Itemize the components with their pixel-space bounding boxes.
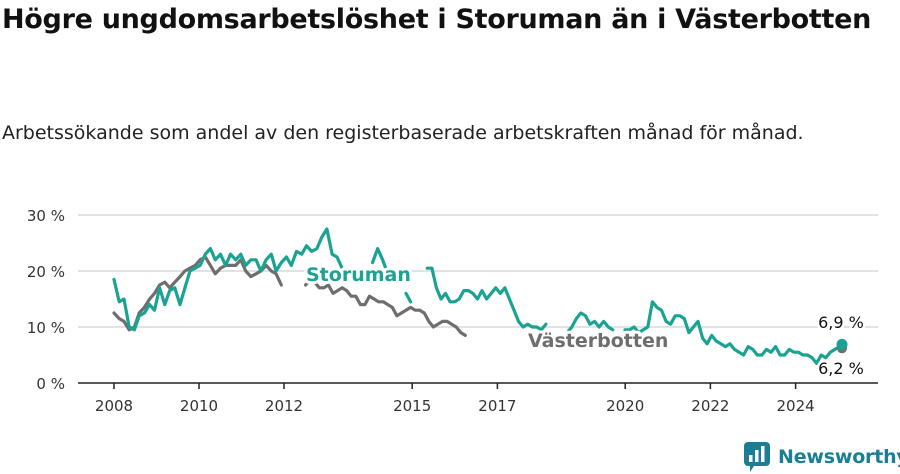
storuman-end-value: 6,9 % (818, 313, 864, 332)
brand-name: Newsworthy (778, 446, 900, 468)
y-tick-label: 10 % (27, 319, 65, 337)
x-tick-label: 2017 (478, 397, 516, 415)
series-line-storuman (404, 291, 413, 304)
bar-chart-logo-icon (744, 442, 770, 472)
series-lines (112, 227, 848, 365)
series-line-vasterbotten (112, 255, 283, 332)
vasterbotten-label-halo: Västerbotten (528, 330, 668, 352)
x-tick-label: 2012 (265, 397, 303, 415)
series-line-storuman (370, 247, 390, 276)
y-tick-label: 30 % (27, 207, 65, 225)
x-tick-label: 2024 (777, 397, 815, 415)
axes: 0 % 10 % 20 % 30 % 2008 2010 2012 2015 2017 2020 2… (27, 207, 878, 415)
series-labels: StorumanStorumanVästerbottenVästerbotten… (303, 261, 866, 381)
x-tick-label: 2020 (606, 397, 644, 415)
vasterbotten-end-value: 6,2 % (818, 359, 864, 378)
y-tick-label: 20 % (27, 263, 65, 281)
chart-title: Högre ungdomsarbetslöshet i Storuman än … (2, 4, 872, 35)
vasterbotten-label: Västerbotten (528, 330, 668, 352)
x-tick-label: 2010 (180, 397, 218, 415)
y-tick-label: 0 % (36, 375, 65, 393)
series-line-storuman (565, 311, 615, 335)
gridlines (78, 214, 878, 328)
storuman-label: Storuman (306, 264, 411, 286)
chart-subtitle: Arbetssökande som andel av den registerb… (2, 122, 804, 144)
storuman-end-point (836, 338, 848, 350)
x-tick-label: 2022 (691, 397, 729, 415)
series-line-vasterbotten (304, 277, 467, 337)
storuman-end-value-halo: 6,9 % (818, 313, 864, 332)
series-line-storuman (112, 227, 344, 332)
series-line-storuman (623, 300, 846, 365)
series-line-storuman (425, 266, 548, 332)
storuman-label-halo: Storuman (306, 264, 411, 286)
newsworthy-logo: Newsworthy (744, 442, 900, 472)
x-tick-label: 2008 (95, 397, 133, 415)
x-tick-label: 2015 (393, 397, 431, 415)
vasterbotten-end-value-halo: 6,2 % (818, 359, 864, 378)
